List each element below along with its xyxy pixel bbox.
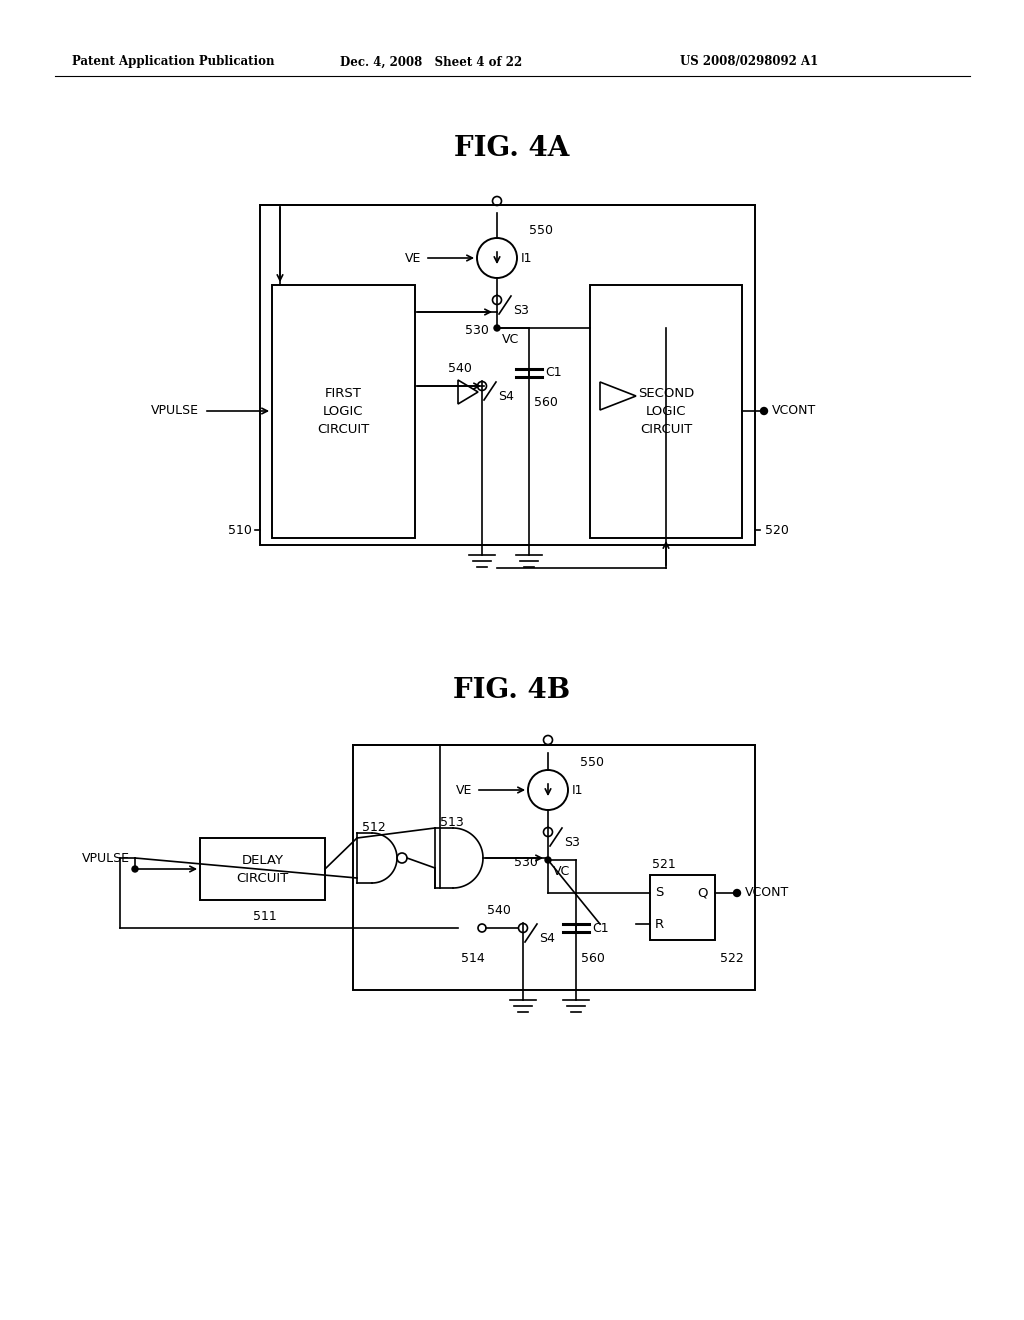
Text: S3: S3 bbox=[564, 836, 580, 849]
Circle shape bbox=[397, 853, 407, 863]
Text: S: S bbox=[655, 887, 664, 899]
Circle shape bbox=[544, 828, 553, 837]
Text: VC: VC bbox=[502, 333, 519, 346]
Text: DELAY
CIRCUIT: DELAY CIRCUIT bbox=[237, 854, 289, 884]
Text: 530: 530 bbox=[465, 323, 489, 337]
Text: Dec. 4, 2008   Sheet 4 of 22: Dec. 4, 2008 Sheet 4 of 22 bbox=[340, 55, 522, 69]
Text: 540: 540 bbox=[487, 903, 511, 916]
Text: VE: VE bbox=[456, 784, 472, 796]
Text: S4: S4 bbox=[498, 389, 514, 403]
Text: 521: 521 bbox=[652, 858, 676, 871]
Text: 540: 540 bbox=[449, 362, 472, 375]
Text: I1: I1 bbox=[572, 784, 584, 796]
Text: R: R bbox=[655, 917, 665, 931]
Circle shape bbox=[733, 890, 740, 896]
Text: 514: 514 bbox=[461, 952, 484, 965]
Text: Patent Application Publication: Patent Application Publication bbox=[72, 55, 274, 69]
Text: 511: 511 bbox=[253, 909, 276, 923]
Text: FIRST
LOGIC
CIRCUIT: FIRST LOGIC CIRCUIT bbox=[317, 387, 370, 436]
Text: Q: Q bbox=[697, 887, 708, 899]
Bar bbox=[272, 285, 415, 539]
Text: SECOND
LOGIC
CIRCUIT: SECOND LOGIC CIRCUIT bbox=[638, 387, 694, 436]
Circle shape bbox=[545, 857, 551, 863]
Text: VPULSE: VPULSE bbox=[151, 404, 199, 417]
Bar bbox=[590, 285, 742, 539]
Circle shape bbox=[478, 924, 486, 932]
Text: VE: VE bbox=[404, 252, 421, 264]
Circle shape bbox=[477, 381, 486, 391]
Text: C1: C1 bbox=[592, 921, 608, 935]
Text: 510: 510 bbox=[228, 524, 252, 536]
Text: FIG. 4B: FIG. 4B bbox=[454, 676, 570, 704]
Circle shape bbox=[518, 924, 527, 932]
Text: VCONT: VCONT bbox=[745, 887, 790, 899]
Polygon shape bbox=[458, 380, 478, 404]
Bar bbox=[200, 838, 325, 900]
Text: 513: 513 bbox=[440, 816, 464, 829]
Circle shape bbox=[493, 296, 502, 305]
Text: S4: S4 bbox=[539, 932, 555, 945]
Circle shape bbox=[761, 408, 768, 414]
Text: C1: C1 bbox=[545, 367, 561, 380]
Text: FIG. 4A: FIG. 4A bbox=[455, 135, 569, 161]
Text: VC: VC bbox=[553, 865, 570, 878]
Text: 522: 522 bbox=[720, 952, 743, 965]
Bar bbox=[650, 875, 715, 940]
Text: US 2008/0298092 A1: US 2008/0298092 A1 bbox=[680, 55, 818, 69]
Text: 560: 560 bbox=[534, 396, 558, 409]
Text: 530: 530 bbox=[514, 855, 538, 869]
Text: S3: S3 bbox=[513, 304, 528, 317]
Text: VPULSE: VPULSE bbox=[82, 851, 130, 865]
Text: 512: 512 bbox=[362, 821, 386, 834]
Text: VCONT: VCONT bbox=[772, 404, 816, 417]
Text: 560: 560 bbox=[581, 952, 605, 965]
Circle shape bbox=[494, 325, 500, 331]
Circle shape bbox=[132, 866, 138, 873]
Text: 520: 520 bbox=[765, 524, 788, 536]
Text: 550: 550 bbox=[580, 755, 604, 768]
Text: I1: I1 bbox=[521, 252, 532, 264]
Bar bbox=[260, 205, 755, 545]
Bar bbox=[353, 744, 755, 990]
Text: 550: 550 bbox=[529, 223, 553, 236]
